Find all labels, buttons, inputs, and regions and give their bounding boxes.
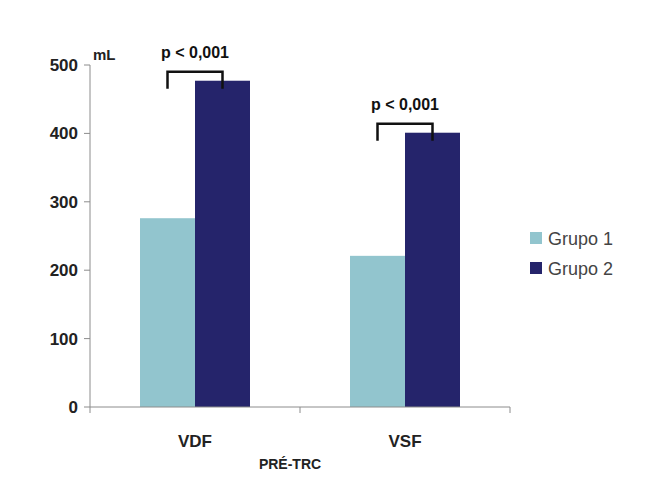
bar xyxy=(405,133,460,407)
y-tick xyxy=(84,201,90,202)
x-tick xyxy=(300,407,301,413)
legend-swatch xyxy=(530,262,542,274)
y-tick xyxy=(84,270,90,271)
y-tick-label: 400 xyxy=(50,124,78,143)
legend-swatch xyxy=(530,232,542,244)
legend-label: Grupo 1 xyxy=(548,229,613,249)
y-tick-label: 200 xyxy=(50,261,78,280)
bar xyxy=(350,256,405,407)
y-tick-label: 500 xyxy=(50,56,78,75)
y-axis-label: mL xyxy=(93,46,116,63)
y-tick xyxy=(84,407,90,408)
chart: 0 100 200 300 400 500 VDF VSF PRÉ-TRC mL p < 0,001… xyxy=(0,0,656,487)
y-tick-label: 100 xyxy=(50,330,78,349)
x-tick-label: VSF xyxy=(388,432,421,451)
significance-bracket xyxy=(378,124,433,141)
x-axis-label: PRÉ-TRC xyxy=(259,456,321,472)
x-tick xyxy=(510,407,511,413)
annotation: p < 0,001 xyxy=(161,44,229,61)
y-tick-label: 0 xyxy=(69,398,78,417)
y-axis xyxy=(90,65,91,407)
bar xyxy=(140,218,195,407)
x-tick-label: VDF xyxy=(178,432,212,451)
bar xyxy=(195,81,250,407)
legend-label: Grupo 2 xyxy=(548,259,613,279)
y-tick-label: 300 xyxy=(50,193,78,212)
y-tick xyxy=(84,133,90,134)
significance-bracket xyxy=(168,72,223,89)
x-tick xyxy=(90,407,91,413)
annotation: p < 0,001 xyxy=(371,96,439,113)
bars xyxy=(140,81,460,407)
y-tick xyxy=(84,65,90,66)
y-tick xyxy=(84,338,90,339)
